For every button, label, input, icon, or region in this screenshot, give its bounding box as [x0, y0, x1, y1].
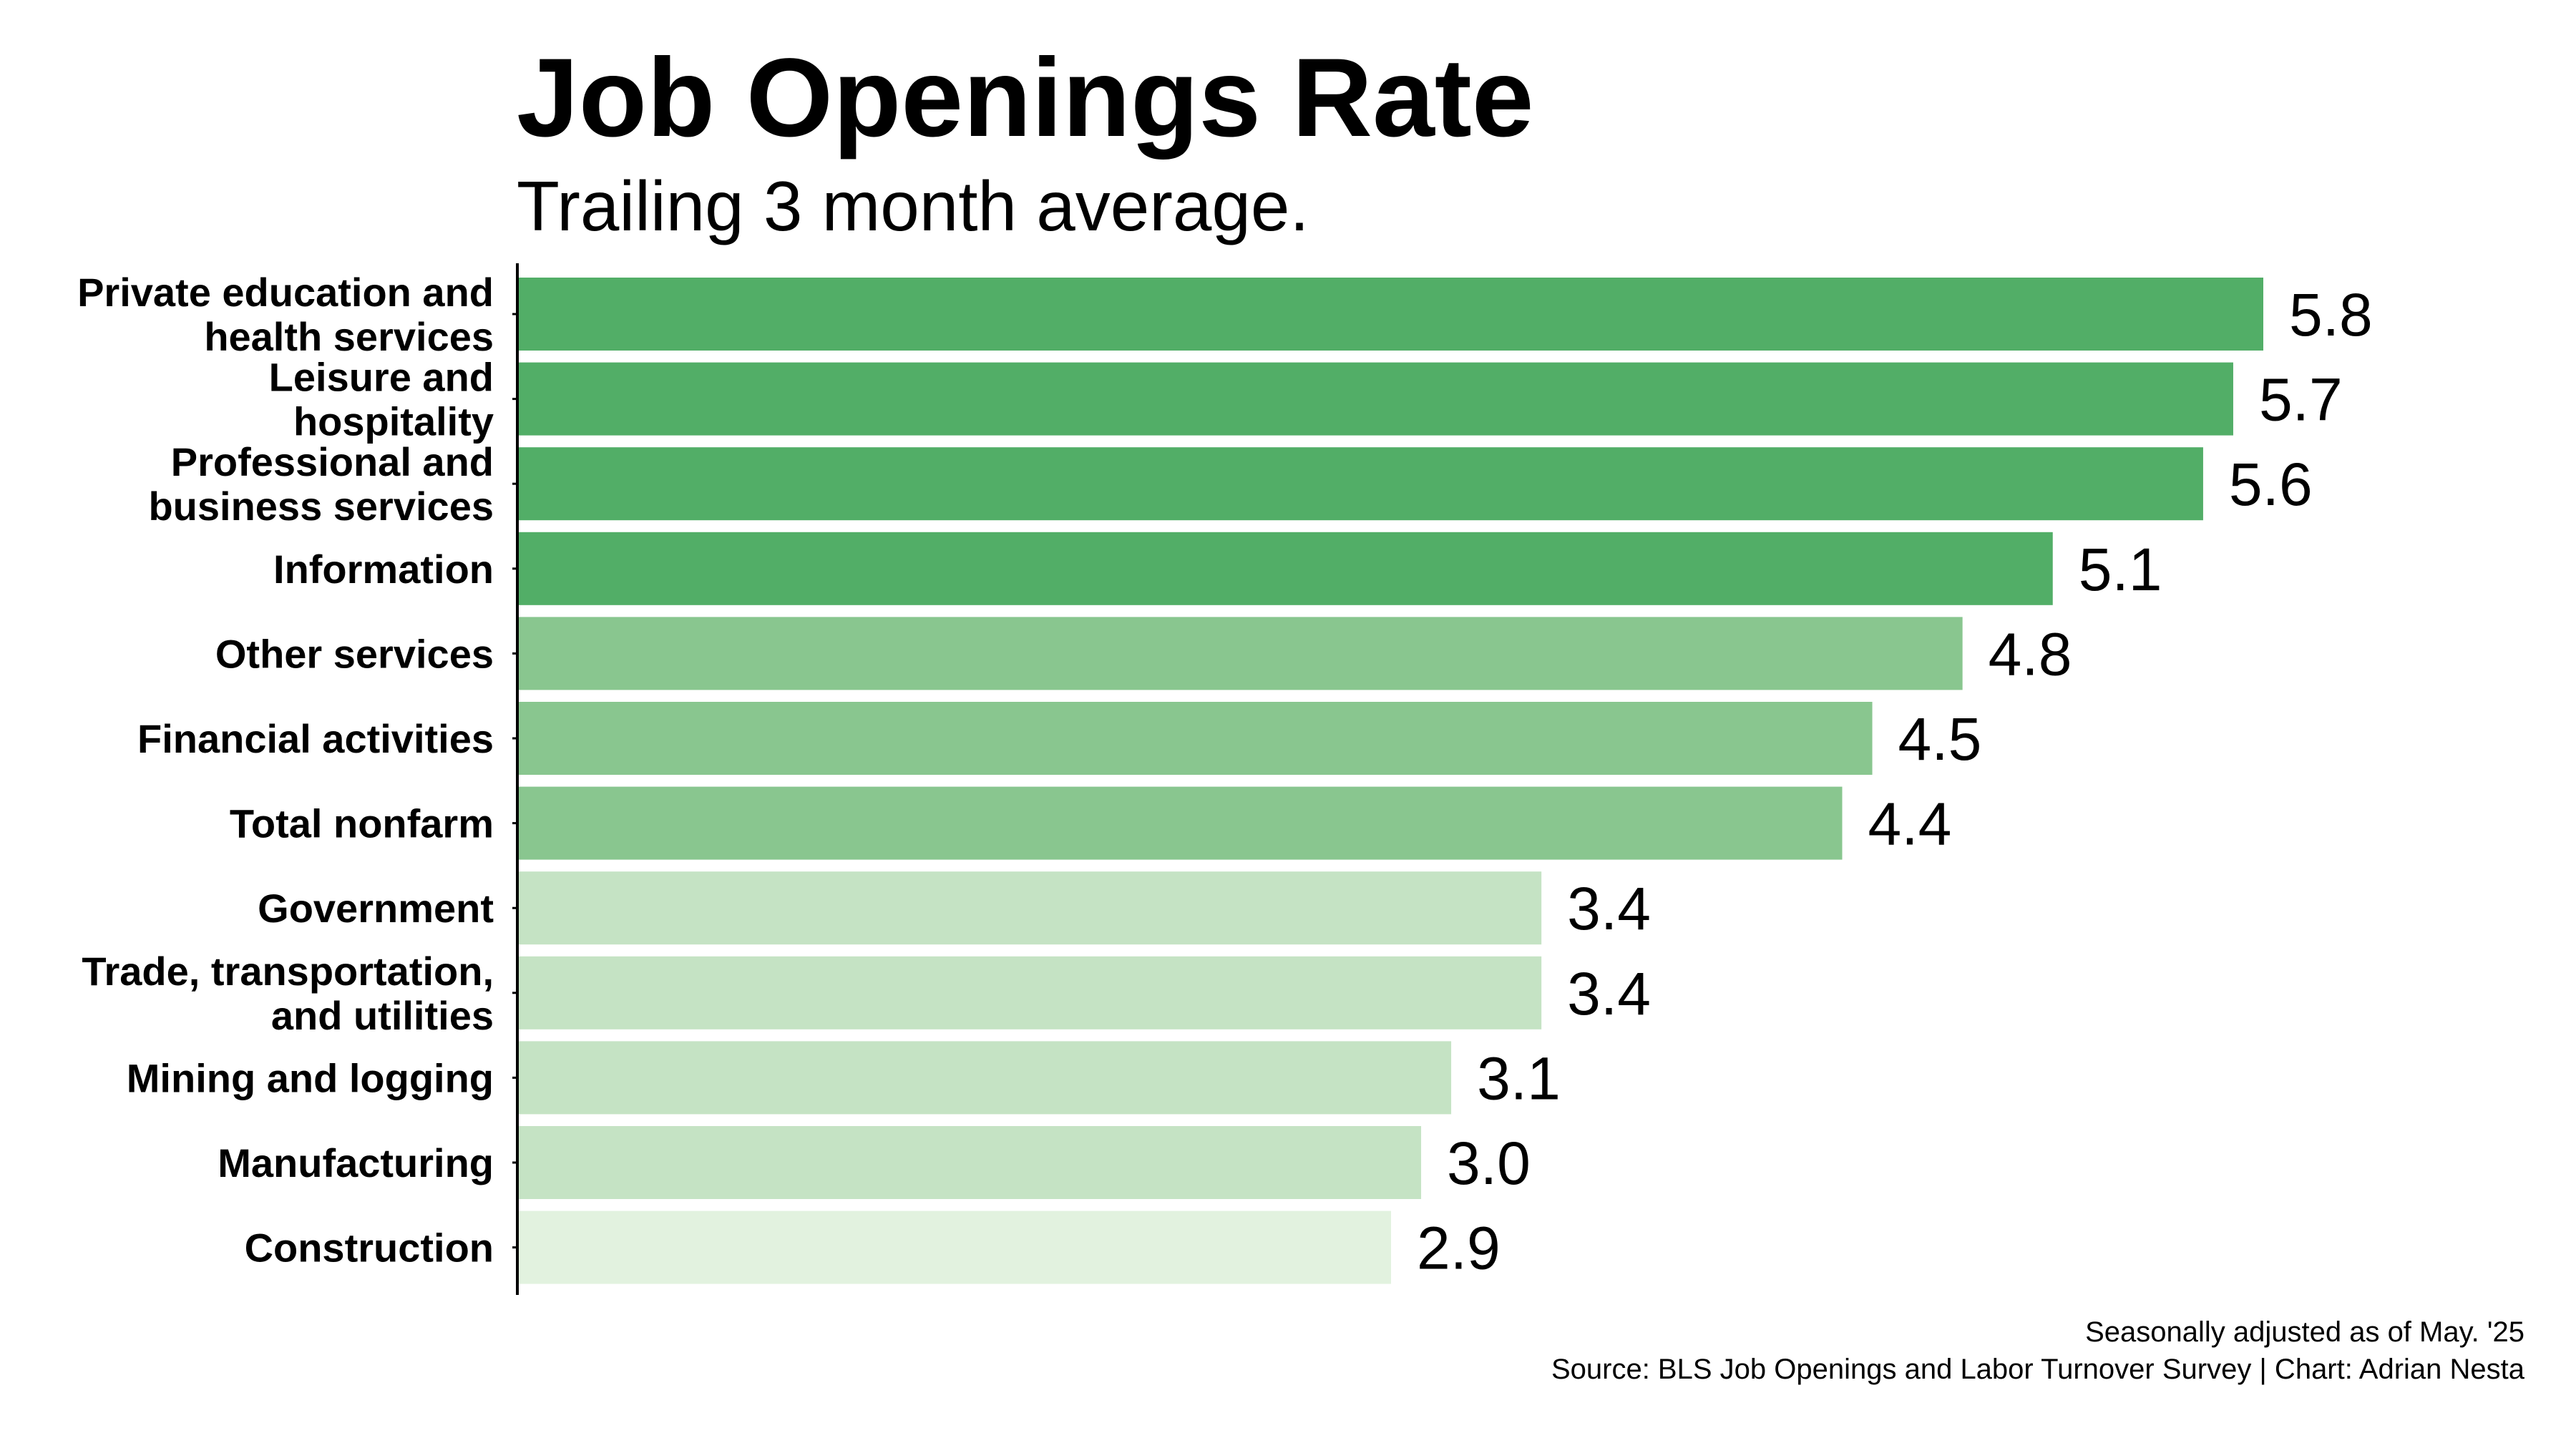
category-label-9: Trade, transportation, and utilities — [82, 949, 494, 1038]
category-label-8: Government — [258, 886, 494, 931]
bar-6 — [519, 702, 1873, 775]
value-label-7: 4.4 — [1868, 791, 1952, 858]
bar-11 — [519, 1126, 1422, 1199]
value-label-5: 4.8 — [1989, 620, 2072, 688]
bar-1 — [519, 278, 2263, 351]
bar-8 — [519, 871, 1542, 945]
bar-9 — [519, 956, 1542, 1029]
category-label-4: Information — [273, 547, 494, 592]
footnote-source: Source: BLS Job Openings and Labor Turno… — [1551, 1354, 2525, 1385]
bar-5 — [519, 617, 1963, 690]
category-label-10: Mining and logging — [127, 1055, 494, 1100]
category-label-12: Construction — [245, 1226, 494, 1271]
value-label-4: 5.1 — [2079, 536, 2162, 603]
category-label-7: Total nonfarm — [230, 801, 494, 846]
bar-10 — [519, 1041, 1452, 1115]
value-label-8: 3.4 — [1567, 875, 1651, 942]
bar-4 — [519, 532, 2053, 605]
category-label-6: Financial activities — [137, 716, 494, 761]
category-label-5: Other services — [215, 631, 494, 676]
bar-2 — [519, 362, 2233, 436]
value-label-9: 3.4 — [1567, 960, 1651, 1027]
category-labels-group: Private education and health servicesLeis… — [77, 270, 517, 1271]
value-label-2: 5.7 — [2259, 366, 2343, 434]
category-label-11: Manufacturing — [218, 1140, 494, 1185]
category-label-1: Private education and health services — [77, 270, 494, 359]
category-label-2: Leisure and hospitality — [269, 355, 494, 444]
chart-subtitle: Trailing 3 month average. — [517, 167, 1309, 245]
value-labels-group: 5.85.75.65.14.84.54.43.43.43.13.02.9 — [1417, 281, 2373, 1282]
value-label-11: 3.0 — [1447, 1130, 1531, 1197]
bar-3 — [519, 447, 2203, 521]
bar-12 — [519, 1210, 1391, 1284]
value-label-3: 5.6 — [2229, 451, 2313, 518]
value-label-1: 5.8 — [2289, 281, 2373, 348]
bars-group — [519, 278, 2263, 1284]
chart-title: Job Openings Rate — [517, 36, 1534, 160]
footnote-adjusted: Seasonally adjusted as of May. '25 — [2085, 1316, 2524, 1348]
category-label-3: Professional and business services — [148, 439, 494, 529]
value-label-12: 2.9 — [1417, 1215, 1501, 1282]
bar-7 — [519, 786, 1843, 860]
value-label-6: 4.5 — [1898, 705, 1982, 773]
value-label-10: 3.1 — [1477, 1045, 1561, 1112]
